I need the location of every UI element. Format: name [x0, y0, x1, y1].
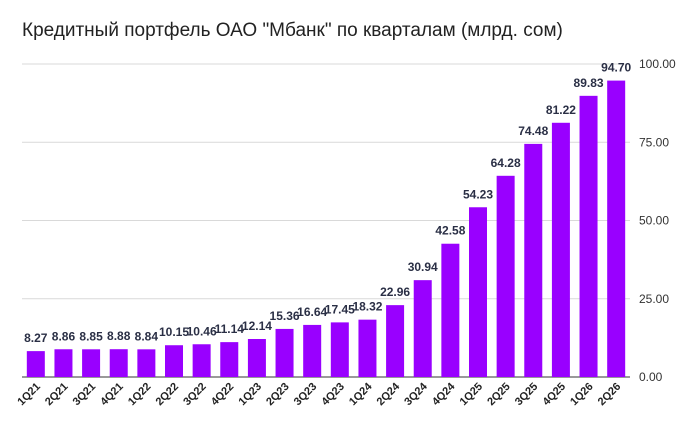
x-tick-label: 1Q21	[15, 381, 43, 409]
bar	[247, 339, 266, 377]
data-labels: 8.27 8.86 8.85 8.88 8.84 10.1510.4611.1412.14…	[24, 61, 631, 346]
data-label: 64.28	[491, 156, 521, 170]
data-label: 8.86	[52, 329, 76, 343]
x-tick-label: 1Q24	[347, 380, 375, 408]
x-tick-label: 3Q23	[292, 381, 320, 409]
data-label: 42.58	[435, 224, 465, 238]
x-tick-label: 4Q22	[209, 381, 237, 409]
bar	[469, 207, 487, 377]
x-tick-label: 2Q23	[264, 381, 292, 409]
x-tick-label: 2Q22	[154, 381, 182, 409]
data-label: 8.84	[135, 329, 159, 343]
x-tick-label: 2Q24	[375, 380, 403, 408]
x-tick-label: 4Q21	[98, 381, 126, 409]
bar	[275, 328, 294, 377]
bar	[358, 319, 377, 377]
bar	[26, 351, 45, 377]
y-tick-label: 25.00	[639, 292, 669, 306]
data-label: 74.48	[518, 124, 548, 138]
bar	[413, 280, 432, 377]
x-tick-label: 1Q26	[568, 381, 596, 409]
bar	[579, 95, 598, 378]
x-tick-label: 1Q22	[126, 381, 154, 409]
chart-title: Кредитный портфель ОАО "Мбанк" по кварта…	[22, 20, 563, 41]
data-label: 8.85	[79, 329, 103, 343]
y-tick-label: 0.00	[639, 370, 663, 384]
data-label: 18.32	[352, 300, 382, 314]
data-label: 81.22	[546, 103, 576, 117]
bars	[26, 80, 626, 378]
bar	[137, 349, 156, 377]
data-label: 89.83	[574, 76, 604, 90]
bar	[524, 143, 543, 377]
data-label: 17.45	[325, 302, 355, 316]
x-tick-label: 2Q21	[43, 381, 71, 409]
x-axis-ticks: 1Q21 2Q21 3Q21 4Q21 1Q22 2Q22 3Q22 4Q22 1Q23 2Q23…	[15, 380, 623, 408]
x-tick-label: 3Q22	[181, 381, 209, 409]
bar	[192, 344, 211, 377]
x-tick-label: 2Q26	[596, 381, 624, 409]
data-label: 16.64	[297, 305, 327, 319]
data-label: 10.46	[187, 324, 217, 338]
data-label: 10.15	[159, 325, 189, 339]
bar	[496, 175, 515, 377]
bar	[54, 349, 73, 377]
bar	[82, 349, 101, 377]
y-tick-label: 75.00	[639, 135, 669, 149]
data-label: 54.23	[463, 187, 493, 201]
bar	[551, 122, 570, 377]
y-tick-label: 50.00	[639, 214, 669, 228]
bar	[303, 324, 322, 377]
data-label: 30.94	[408, 260, 438, 274]
bar	[165, 345, 183, 377]
data-label: 8.27	[24, 331, 48, 345]
x-tick-label: 4Q23	[319, 381, 347, 409]
x-tick-label: 1Q25	[458, 381, 486, 409]
data-label: 94.70	[601, 61, 631, 75]
bar	[220, 342, 239, 377]
bar	[330, 322, 349, 377]
x-tick-label: 3Q25	[513, 381, 541, 409]
data-label: 8.88	[107, 329, 131, 343]
y-tick-label: 100.00	[639, 57, 676, 71]
bar	[109, 349, 128, 377]
data-label: 15.36	[270, 309, 300, 323]
x-tick-label: 1Q23	[237, 381, 265, 409]
bar	[386, 305, 405, 377]
x-tick-label: 3Q24	[402, 380, 430, 408]
x-tick-label: 2Q25	[485, 381, 513, 409]
bar	[441, 243, 460, 377]
y-axis-ticks: 0.00 25.00 50.00 75.00 100.00	[639, 57, 676, 384]
x-tick-label: 3Q21	[71, 381, 99, 409]
data-label: 11.14	[215, 322, 245, 336]
data-label: 22.96	[380, 285, 410, 299]
data-label: 12.14	[242, 319, 272, 333]
x-tick-label: 4Q25	[541, 381, 569, 409]
bar	[607, 80, 626, 378]
x-tick-label: 4Q24	[430, 380, 458, 408]
